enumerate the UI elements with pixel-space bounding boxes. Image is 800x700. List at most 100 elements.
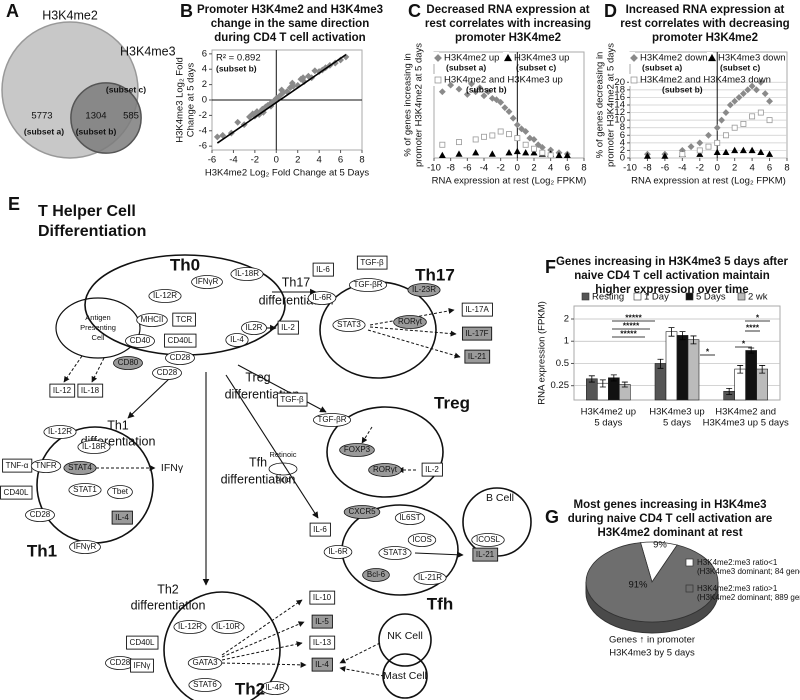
point <box>447 81 455 89</box>
diagram-label: Antigen <box>85 313 110 322</box>
region-label: (subset a) <box>24 126 64 136</box>
panel-letter: G <box>545 507 559 527</box>
diagram-label: IL-6R <box>312 293 332 302</box>
diagram-label: CD28 <box>30 510 51 519</box>
x-tick-label: -2 <box>496 163 504 174</box>
label-box <box>312 262 334 277</box>
label-oval <box>148 289 182 303</box>
diagram-label: Th0 <box>170 255 200 274</box>
diagram-label: Th2 <box>235 679 265 698</box>
legend-label: H3K4me3 up <box>514 53 569 64</box>
legend-marker <box>630 54 638 62</box>
diagram-label: TGF-β <box>280 395 304 404</box>
bar <box>745 350 757 401</box>
point <box>522 128 530 135</box>
legend-label: 2 wk <box>748 292 768 303</box>
y-tick-label: 4 <box>620 137 625 148</box>
label-box <box>277 320 299 335</box>
legend-marker <box>630 76 638 84</box>
error-bar <box>759 365 766 374</box>
x-tick-label: 5 days <box>594 418 622 429</box>
diagram-label: IL-18 <box>81 386 100 395</box>
point <box>484 88 492 96</box>
chart-title: during naive CD4 T cell activation are <box>568 513 773 525</box>
diagram-label: CXCR5 <box>348 507 376 516</box>
point <box>722 132 729 139</box>
point <box>722 109 730 116</box>
diagram-label: B Cell <box>486 492 514 504</box>
x-tick-label: H3K4me2 and <box>715 407 776 418</box>
point <box>749 113 756 120</box>
point <box>555 151 563 159</box>
x-tick-label: -4 <box>229 155 237 166</box>
trend-line <box>216 53 347 144</box>
diagram-label: Acid <box>276 475 291 484</box>
diagram-label: IFNγR <box>196 277 219 286</box>
label-oval <box>362 568 390 582</box>
diagram-label: Treg <box>245 370 270 384</box>
point <box>514 135 521 142</box>
label-oval <box>332 318 366 332</box>
label-oval <box>394 511 426 525</box>
diagram-label: IL-21R <box>418 573 442 582</box>
x-tick-label: -8 <box>446 163 454 174</box>
diagram-label: TNF-α <box>6 461 29 470</box>
diagram-label: IL-6R <box>328 547 348 556</box>
legend-label: H3K4me2 up <box>444 53 499 64</box>
diagram-label: IL-18R <box>82 442 106 451</box>
point <box>522 141 529 148</box>
diagram-label: Th1 <box>107 418 129 432</box>
diagram-label: TGF-βR <box>353 280 382 289</box>
x-axis-label: H3K4me2 Log₂ Fold Change at 5 Days <box>205 168 369 179</box>
y-axis-label: RNA expression (FPKM) <box>537 301 548 404</box>
venn-set <box>70 82 142 154</box>
y-tick-label: 16 <box>614 92 625 103</box>
point <box>438 88 446 96</box>
legend-subset: (subset b) <box>466 84 507 94</box>
point <box>476 84 484 92</box>
error-bar <box>621 381 628 388</box>
chart-title: during CD4 T cell activation <box>214 32 365 44</box>
legend-swatch <box>685 292 694 301</box>
y-tick-label: -4 <box>199 125 207 136</box>
y-tick-label: 12 <box>614 107 625 118</box>
cell-nk <box>378 613 432 667</box>
point <box>455 85 463 93</box>
diagram-label: Retinoic <box>269 450 296 459</box>
point <box>744 86 752 94</box>
error-bar <box>690 335 697 345</box>
diagram-label: STAT4 <box>68 463 92 472</box>
point <box>718 116 726 124</box>
bar <box>734 368 746 401</box>
chart-title: Most genes increasing in H3K4me3 <box>573 499 766 511</box>
annotation: (subset b) <box>216 63 257 73</box>
diagram-label: CD28 <box>157 368 178 377</box>
diagram-label: IFNγ <box>134 661 151 670</box>
point <box>213 133 221 141</box>
legend-swatch <box>685 558 694 567</box>
diagram-label: Th1 <box>27 541 57 560</box>
diagram-label: IL-4 <box>115 513 129 522</box>
label-box <box>464 349 491 364</box>
point <box>456 139 462 146</box>
cell-apc <box>55 297 141 359</box>
label-oval <box>63 461 97 475</box>
y-tick-label: 2 <box>202 79 207 90</box>
label-box <box>461 302 493 317</box>
x-tick-label: -2 <box>696 163 704 174</box>
point <box>726 101 734 109</box>
diagram-label: CD80 <box>118 358 139 367</box>
label-oval <box>378 546 412 560</box>
diagram-label: Tfh <box>249 455 267 469</box>
diagram-label: CD28 <box>110 658 131 667</box>
label-box <box>164 333 197 348</box>
x-tick-label: 6 <box>565 163 570 174</box>
arrow <box>221 599 303 656</box>
legend-label: H3K4me2 down <box>640 53 708 64</box>
point <box>687 143 695 151</box>
data-label: 91% <box>628 580 648 591</box>
chart-title: Decreased RNA expression at <box>426 4 589 16</box>
label-oval <box>241 321 267 335</box>
x-tick-label: -4 <box>480 163 488 174</box>
